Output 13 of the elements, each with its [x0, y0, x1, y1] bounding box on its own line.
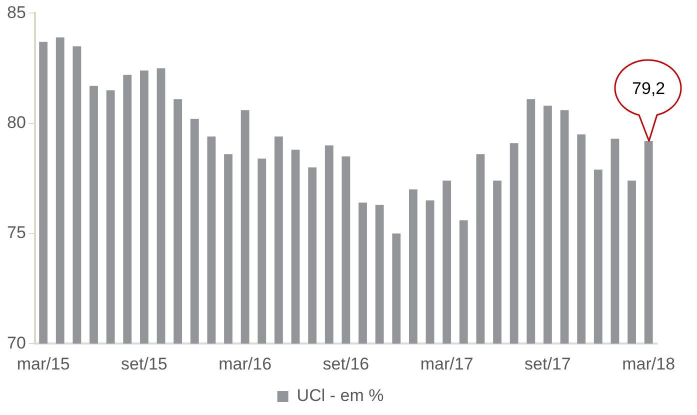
x-tick-label: mar/15	[16, 354, 70, 374]
y-tick-label: 80	[6, 113, 26, 132]
y-tick-label: 70	[6, 333, 26, 352]
x-tick-label: mar/17	[420, 354, 474, 374]
x-tick-label: set/15	[121, 354, 168, 374]
y-tick-label: 75	[6, 223, 26, 242]
x-tick-label: mar/18	[622, 354, 676, 374]
x-tick-label: mar/16	[218, 354, 272, 374]
data-label: 79,2	[631, 78, 666, 99]
x-tick-label: set/16	[322, 354, 370, 374]
y-tick-label: 85	[6, 2, 26, 22]
x-tick-label: set/17	[524, 354, 571, 374]
legend-label: UCl - em %	[296, 386, 384, 406]
